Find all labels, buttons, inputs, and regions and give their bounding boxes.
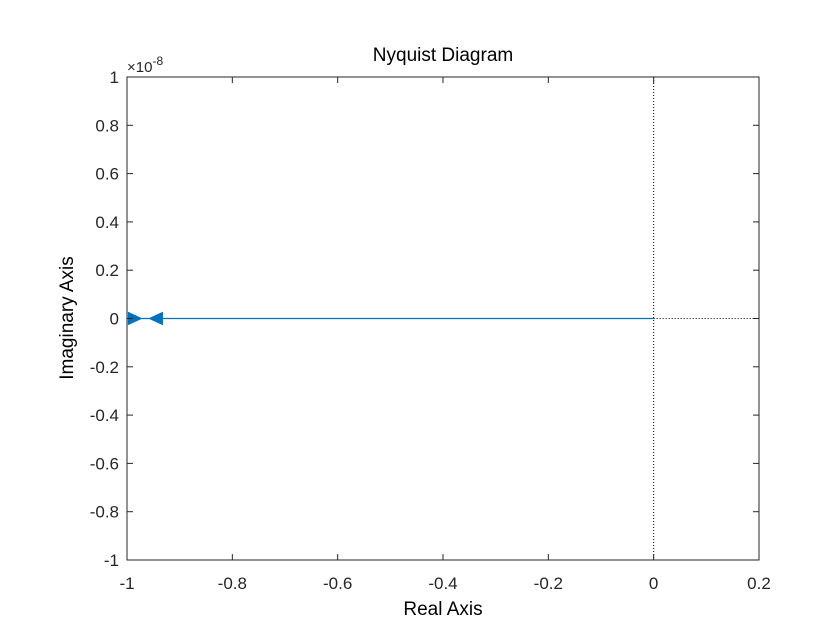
x-tick-label: -0.2 (534, 574, 563, 593)
y-tick-label: -0.8 (90, 503, 119, 522)
x-tick-label: -0.8 (218, 574, 247, 593)
reference-lines (653, 77, 759, 560)
series-layer (127, 311, 654, 326)
y-tick-label: -0.2 (90, 358, 119, 377)
y-tick-label: -0.4 (90, 406, 119, 425)
y-tick-label: 0.8 (95, 116, 119, 135)
x-tick-label: 0 (649, 574, 658, 593)
chart-title: Nyquist Diagram (373, 45, 513, 66)
x-tick-label: -1 (119, 574, 134, 593)
y-axis-label: Imaginary Axis (57, 256, 78, 380)
y-tick-label: -1 (104, 551, 119, 570)
direction-arrow-left (148, 311, 163, 326)
y-exponent-base: ×10 (127, 59, 152, 76)
ticks: -1 -0.8 -0.6 -0.4 -0.2 0 0.2 -1 -0.8 -0.6 -0.4 -0.2… (90, 68, 771, 593)
y-exponent-power: -8 (152, 54, 163, 68)
x-axis-label: Real Axis (403, 599, 482, 620)
y-tick-label: -0.6 (90, 454, 119, 473)
x-tick-label: -0.6 (323, 574, 352, 593)
y-tick-label: 1 (110, 68, 119, 87)
y-tick-label: 0.6 (95, 165, 119, 184)
x-tick-label: -0.4 (428, 574, 457, 593)
x-tick-label: 0.2 (747, 574, 771, 593)
y-tick-label: 0.2 (95, 261, 119, 280)
y-exponent-label: ×10-8 (127, 54, 163, 76)
y-tick-label: 0 (110, 310, 119, 329)
y-tick-label: 0.4 (95, 213, 119, 232)
